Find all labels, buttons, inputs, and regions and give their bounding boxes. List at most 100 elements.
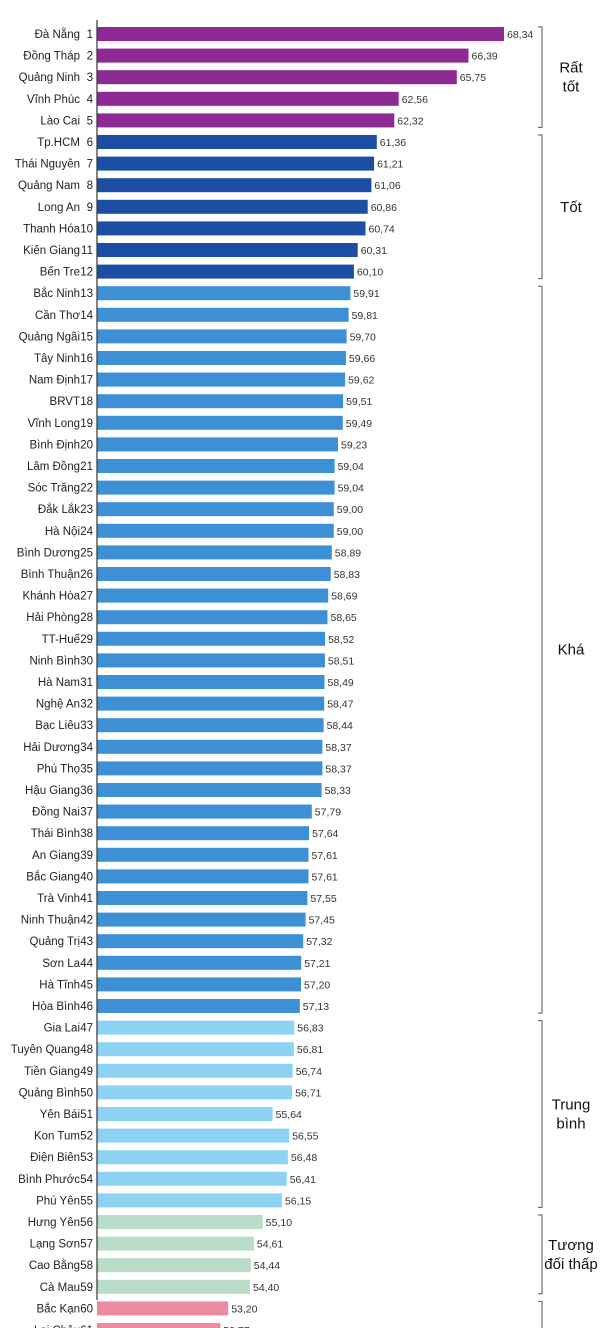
- value-label: 57,21: [304, 958, 330, 970]
- rank-label: 27: [80, 591, 93, 603]
- bar: [97, 437, 338, 452]
- rank-label: 38: [80, 828, 93, 840]
- category-label: Tây Ninh: [34, 353, 80, 365]
- rank-label: 59: [80, 1282, 93, 1294]
- rank-label: 15: [80, 331, 93, 343]
- bar: [97, 739, 323, 754]
- category-label: Hà Nam: [38, 677, 80, 689]
- value-label: 61,06: [374, 180, 400, 192]
- value-label: 60,31: [361, 245, 387, 257]
- rank-label: 53: [80, 1152, 93, 1164]
- bar: [97, 1236, 254, 1251]
- bar: [97, 1107, 273, 1121]
- category-label: Vĩnh Phúc: [27, 94, 80, 106]
- bar: [97, 459, 335, 473]
- category-label: Thanh Hóa: [23, 223, 81, 235]
- rank-label: 23: [80, 504, 93, 516]
- value-label: 65,75: [460, 72, 486, 84]
- value-label: 56,15: [285, 1195, 311, 1207]
- value-label: 59,04: [338, 461, 364, 473]
- category-label: Hà Nội: [45, 526, 80, 538]
- bar: [97, 415, 343, 430]
- group-label-line: bình: [556, 1116, 585, 1133]
- rank-label: 57: [80, 1239, 93, 1251]
- rank-label: 39: [80, 850, 93, 862]
- rank-label: 2: [87, 51, 93, 63]
- category-label: Cần Thơ: [35, 310, 81, 322]
- bar: [97, 1215, 263, 1229]
- group-bracket: [538, 1214, 543, 1295]
- category-label: Bình Dương: [17, 547, 80, 559]
- category-label: Hải Phòng: [26, 612, 80, 624]
- value-label: 59,00: [337, 526, 363, 538]
- rank-label: 48: [80, 1044, 93, 1056]
- bar: [97, 91, 399, 106]
- value-label: 58,49: [328, 677, 354, 689]
- rank-label: 58: [80, 1260, 93, 1272]
- group-bracket: [538, 26, 543, 128]
- value-label: 59,04: [338, 483, 364, 495]
- category-label: Vĩnh Long: [28, 418, 80, 430]
- value-label: 59,91: [353, 288, 379, 300]
- bar: [97, 912, 306, 927]
- value-label: 57,79: [315, 807, 341, 819]
- bar: [97, 523, 334, 538]
- bar: [97, 199, 368, 214]
- value-label: 58,37: [325, 763, 351, 775]
- value-label: 59,66: [349, 353, 375, 365]
- value-label: 52,77: [223, 1325, 249, 1328]
- bar: [97, 804, 312, 819]
- rank-label: 5: [87, 115, 93, 127]
- group-label: Trung bình: [552, 1097, 591, 1133]
- bar: [97, 480, 335, 495]
- category-label: Bắc Giang: [26, 870, 80, 883]
- bar: [97, 394, 344, 409]
- rank-label: 54: [80, 1174, 93, 1186]
- bar: [97, 156, 375, 171]
- category-label: Bắc Ninh: [33, 287, 80, 300]
- group-label-line: đối thấp: [544, 1256, 597, 1273]
- value-label: 56,74: [296, 1066, 322, 1078]
- bar: [97, 351, 346, 365]
- rank-label: 50: [80, 1087, 93, 1099]
- rank-label: 10: [80, 223, 93, 235]
- rank-label: 41: [80, 893, 93, 905]
- rank-label: 24: [80, 526, 93, 538]
- bar: [97, 999, 300, 1013]
- rank-label: 34: [80, 742, 93, 754]
- group-label: Rất tốt: [559, 60, 583, 96]
- bar: [97, 329, 347, 344]
- value-label: 58,37: [325, 742, 351, 754]
- bar: [97, 1042, 294, 1057]
- bar: [97, 977, 301, 992]
- value-label: 58,52: [328, 634, 354, 646]
- category-label: Long An: [38, 202, 80, 214]
- category-label: Cà Mau: [40, 1282, 80, 1294]
- rank-label: 17: [80, 375, 93, 387]
- value-label: 57,20: [304, 979, 330, 991]
- category-label: Gia Lai: [44, 1023, 80, 1035]
- group-label-line: Rất: [559, 60, 583, 77]
- category-label: Quảng Ninh: [19, 72, 80, 84]
- category-label: Đồng Tháp: [23, 51, 80, 63]
- bar: [97, 1301, 229, 1316]
- value-label: 56,55: [292, 1131, 318, 1143]
- group-label: Tương đối thấp: [544, 1237, 597, 1273]
- rank-label: 31: [80, 677, 93, 689]
- value-label: 56,41: [290, 1174, 316, 1186]
- bar: [97, 696, 325, 711]
- value-label: 58,47: [327, 699, 353, 711]
- value-label: 58,33: [325, 785, 351, 797]
- category-label: BRVT: [50, 396, 80, 408]
- value-label: 56,81: [297, 1044, 323, 1056]
- group-bracket: [538, 285, 543, 1014]
- value-label: 56,48: [291, 1152, 317, 1164]
- rank-label: 35: [80, 763, 93, 775]
- rank-label: 1: [87, 29, 93, 41]
- value-label: 59,70: [350, 331, 376, 343]
- category-label: Tp.HCM: [37, 137, 80, 149]
- rank-label: 46: [80, 1001, 93, 1013]
- value-label: 58,65: [331, 612, 357, 624]
- value-label: 55,10: [266, 1217, 292, 1229]
